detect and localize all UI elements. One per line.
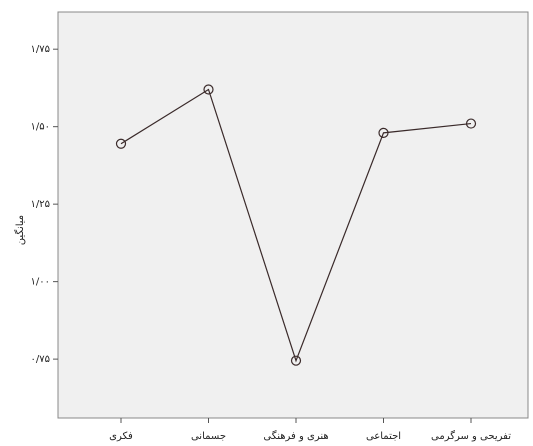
- y-tick-label: ۱/۷۵: [31, 44, 50, 55]
- x-tick-label: اجتماعی: [366, 431, 401, 442]
- x-tick-label: تفریحی و سرگرمی: [431, 430, 511, 442]
- line: [120, 88, 472, 363]
- y-tick-label: ۰/۷۵: [31, 354, 50, 365]
- x-tick-label: جسمانی: [191, 431, 226, 442]
- y-tick-label: ۱/۰۰: [31, 277, 50, 288]
- y-tick-label: ۱/۲۵: [31, 199, 50, 210]
- point: [290, 355, 302, 366]
- point: [203, 84, 214, 95]
- point: [465, 118, 477, 129]
- point: [115, 138, 127, 149]
- y-tick-label: ۱/۵۰: [31, 122, 50, 133]
- y-axis-label: میانگین: [14, 215, 26, 245]
- point: [378, 127, 389, 138]
- x-tick-label: هنری و فرهنگی: [263, 430, 328, 442]
- x-tick-label: فکری: [109, 431, 133, 442]
